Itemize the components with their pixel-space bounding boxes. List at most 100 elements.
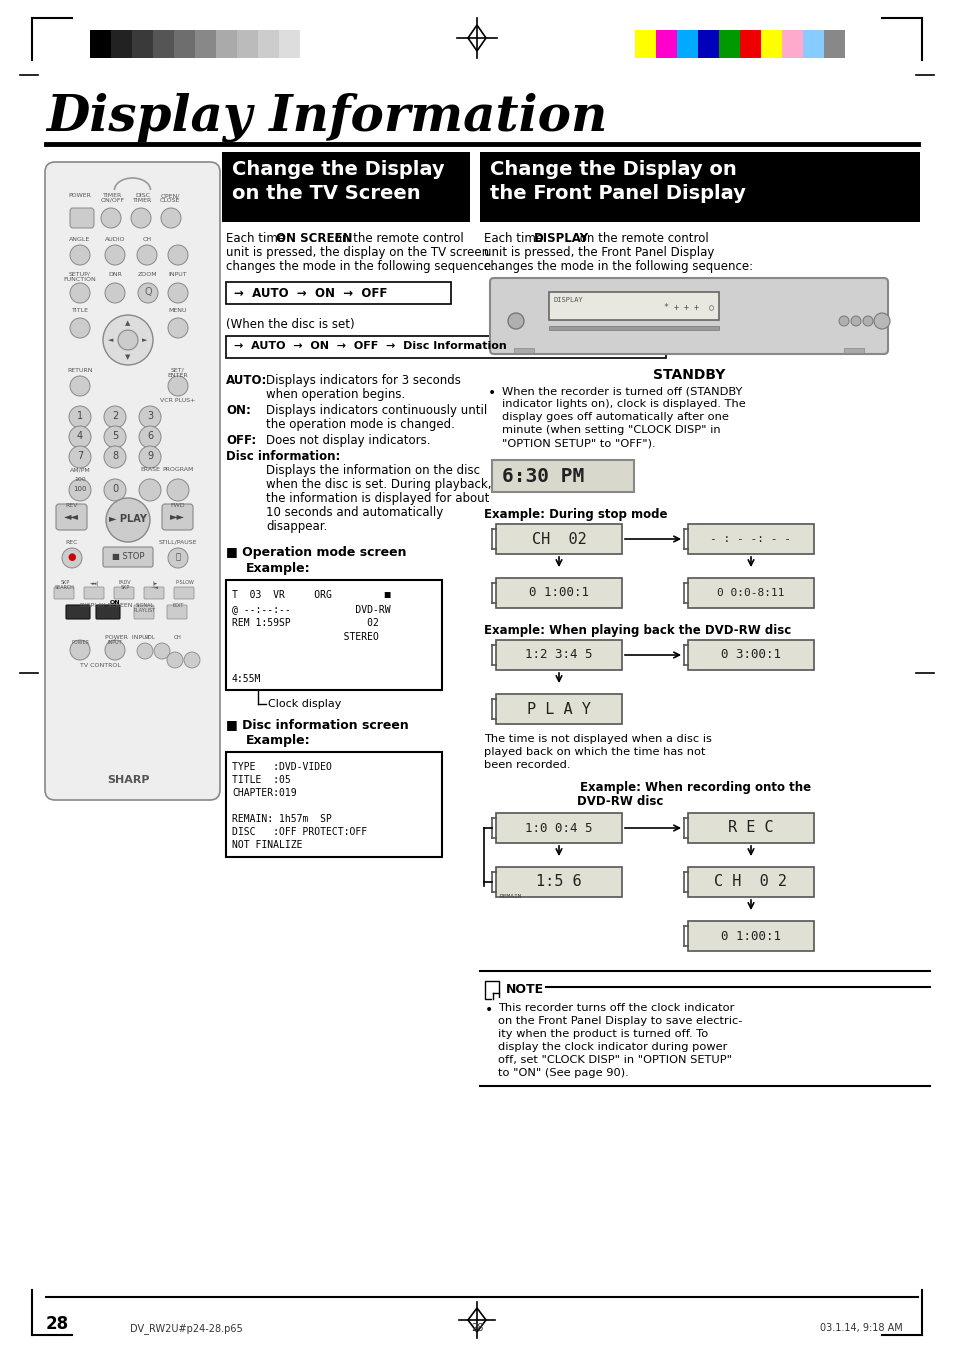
FancyBboxPatch shape — [54, 586, 74, 598]
Text: 1:0 0:4 5: 1:0 0:4 5 — [525, 821, 592, 835]
Circle shape — [69, 426, 91, 449]
FancyBboxPatch shape — [490, 278, 887, 354]
Circle shape — [850, 316, 861, 326]
Circle shape — [105, 282, 125, 303]
Text: "OPTION SETUP" to "OFF").: "OPTION SETUP" to "OFF"). — [501, 438, 655, 449]
Text: 10 seconds and automatically: 10 seconds and automatically — [266, 507, 443, 519]
Circle shape — [104, 426, 126, 449]
Text: off, set "CLOCK DISP" in "OPTION SETUP": off, set "CLOCK DISP" in "OPTION SETUP" — [497, 1055, 731, 1065]
Text: •: • — [488, 386, 496, 400]
Text: 7: 7 — [77, 451, 83, 461]
Text: Change the Display on
the Front Panel Display: Change the Display on the Front Panel Di… — [490, 159, 745, 203]
Text: 100: 100 — [73, 486, 87, 492]
Text: SET/
ENTER: SET/ ENTER — [168, 367, 188, 377]
Text: 6:30 PM: 6:30 PM — [501, 467, 583, 486]
Text: display the clock indicator during power: display the clock indicator during power — [497, 1042, 726, 1052]
FancyBboxPatch shape — [162, 504, 193, 530]
Text: Each time: Each time — [226, 232, 289, 245]
Circle shape — [104, 407, 126, 428]
Text: 0 1:00:1: 0 1:00:1 — [720, 929, 781, 943]
Circle shape — [101, 208, 121, 228]
Text: @ --:--:--           DVD-RW: @ --:--:-- DVD-RW — [232, 604, 390, 613]
Text: 03.1.14, 9:18 AM: 03.1.14, 9:18 AM — [820, 1323, 902, 1333]
Circle shape — [69, 480, 91, 501]
Circle shape — [137, 643, 152, 659]
FancyBboxPatch shape — [84, 586, 104, 598]
Text: DISC   :OFF PROTECT:OFF: DISC :OFF PROTECT:OFF — [232, 827, 367, 838]
Text: DISPLAY: DISPLAY — [554, 297, 583, 303]
Bar — [111, 30, 132, 58]
Circle shape — [70, 376, 90, 396]
Text: REM 1:59SP             02: REM 1:59SP 02 — [232, 617, 378, 628]
Circle shape — [507, 313, 523, 330]
Text: 1:2 3:4 5: 1:2 3:4 5 — [525, 648, 592, 662]
Circle shape — [168, 245, 188, 265]
Bar — [843, 349, 863, 353]
Text: FADV
SKP: FADV SKP — [118, 580, 132, 589]
Text: when operation begins.: when operation begins. — [266, 388, 405, 401]
Text: to "ON" (See page 90).: to "ON" (See page 90). — [497, 1069, 628, 1078]
Text: ON: ON — [110, 600, 120, 605]
Circle shape — [69, 446, 91, 467]
Text: ON:: ON: — [226, 404, 251, 417]
FancyBboxPatch shape — [113, 586, 133, 598]
Text: NOT FINALIZE: NOT FINALIZE — [232, 840, 302, 850]
Bar — [215, 30, 236, 58]
Bar — [194, 30, 215, 58]
Bar — [226, 336, 665, 358]
Text: Display Information: Display Information — [46, 92, 607, 142]
Text: RETURN: RETURN — [67, 367, 92, 373]
Text: Change the Display
on the TV Screen: Change the Display on the TV Screen — [232, 159, 444, 203]
Text: DISC
TIMER: DISC TIMER — [133, 193, 152, 203]
Text: SKP
SEARCH: SKP SEARCH — [55, 580, 75, 589]
Text: ◄: ◄ — [109, 336, 113, 343]
Polygon shape — [468, 1308, 485, 1332]
Text: - : - -: - -: - : - -: - - — [710, 534, 791, 544]
Text: 0 0:0-8:11: 0 0:0-8:11 — [717, 588, 784, 598]
Text: VOL: VOL — [145, 635, 155, 640]
Text: on the Front Panel Display to save electric-: on the Front Panel Display to save elect… — [497, 1016, 741, 1025]
Bar — [496, 813, 621, 843]
Circle shape — [106, 499, 150, 542]
Text: 28: 28 — [46, 1315, 69, 1333]
Text: STEREO: STEREO — [232, 632, 378, 642]
FancyBboxPatch shape — [96, 605, 120, 619]
Text: ◄◄: ◄◄ — [64, 511, 78, 521]
Circle shape — [139, 426, 161, 449]
Text: REMAIN: 1h57m  SP: REMAIN: 1h57m SP — [232, 815, 332, 824]
Text: Q: Q — [144, 286, 152, 297]
Text: OFF:: OFF: — [226, 434, 256, 447]
Circle shape — [70, 282, 90, 303]
Text: 2: 2 — [112, 411, 118, 422]
Text: ►►: ►► — [170, 511, 184, 521]
Text: MENU: MENU — [169, 308, 187, 313]
Text: changes the mode in the following sequence:: changes the mode in the following sequen… — [226, 259, 495, 273]
Circle shape — [70, 640, 90, 661]
Bar — [698, 30, 719, 58]
Text: REMAIN: REMAIN — [499, 894, 522, 898]
Bar — [760, 30, 781, 58]
Bar — [514, 349, 534, 353]
Bar — [548, 326, 719, 330]
Circle shape — [838, 316, 848, 326]
Bar — [226, 282, 451, 304]
Text: Displays the information on the disc: Displays the information on the disc — [266, 463, 479, 477]
Circle shape — [105, 245, 125, 265]
Bar — [687, 813, 813, 843]
Text: Disc information:: Disc information: — [226, 450, 340, 463]
Text: the operation mode is changed.: the operation mode is changed. — [266, 417, 455, 431]
Circle shape — [168, 549, 188, 567]
Bar — [781, 30, 802, 58]
Text: |►
⊣◄: |► ⊣◄ — [151, 580, 159, 590]
Bar — [687, 578, 813, 608]
Bar — [687, 524, 813, 554]
Text: unit is pressed, the display on the TV screen: unit is pressed, the display on the TV s… — [226, 246, 489, 259]
Bar — [687, 867, 813, 897]
Text: INPUT: INPUT — [169, 272, 187, 277]
Text: TITLE  :05: TITLE :05 — [232, 775, 291, 785]
FancyBboxPatch shape — [103, 547, 152, 567]
Text: POWER: POWER — [69, 193, 91, 199]
Text: minute (when setting "CLOCK DISP" in: minute (when setting "CLOCK DISP" in — [501, 426, 720, 435]
Text: 0 3:00:1: 0 3:00:1 — [720, 648, 781, 662]
Text: been recorded.: been recorded. — [483, 761, 570, 770]
